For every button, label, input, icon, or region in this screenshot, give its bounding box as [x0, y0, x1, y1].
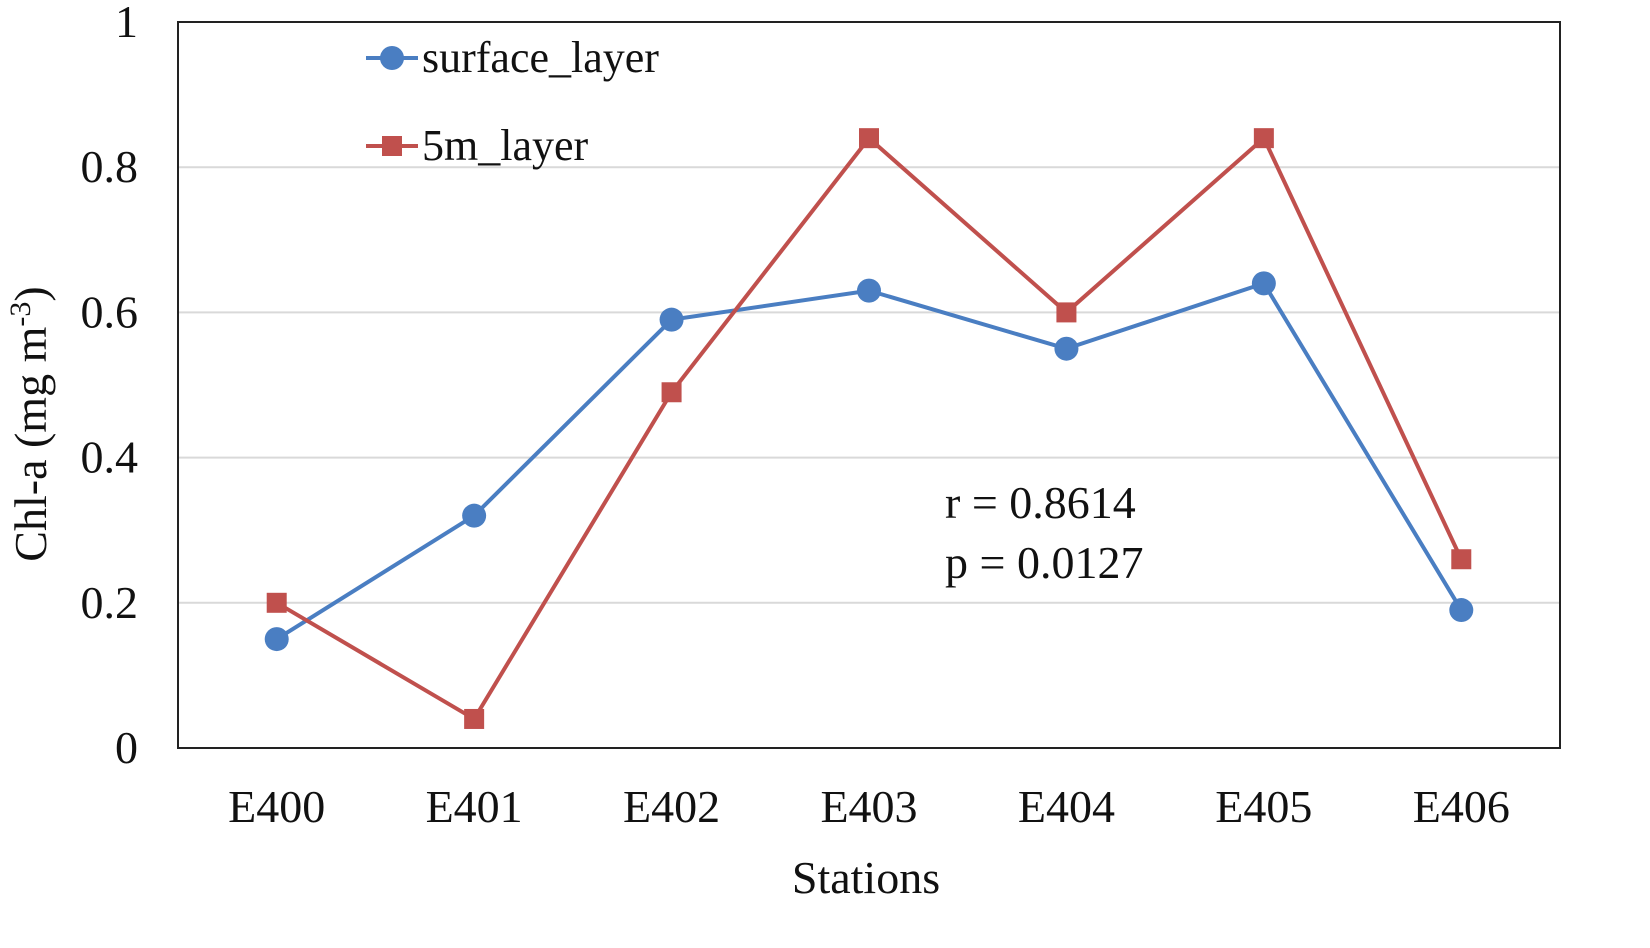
x-tick-label: E406 [1413, 781, 1510, 832]
legend-marker-5m-layer [382, 136, 402, 156]
data-point [661, 382, 682, 403]
y-tick-label: 0.2 [81, 577, 139, 628]
data-point [1054, 336, 1079, 361]
data-point [1451, 549, 1472, 570]
y-axis-title-end: ) [5, 286, 56, 301]
y-tick-label: 0.6 [81, 286, 139, 337]
x-axis-title: Stations [792, 852, 940, 903]
annotation-p-value: p = 0.0127 [945, 537, 1143, 588]
legend-item-5m-layer: 5m_layer [366, 121, 589, 170]
data-point [1056, 302, 1077, 323]
data-point [464, 708, 485, 729]
data-point [1449, 598, 1474, 623]
series-line [275, 280, 1463, 641]
data-point [1253, 128, 1274, 149]
x-tick-label: E401 [426, 781, 523, 832]
series-surface-layer [264, 271, 1474, 652]
series-line [275, 134, 1464, 722]
x-tick-label: E403 [820, 781, 917, 832]
x-tick-label: E405 [1215, 781, 1312, 832]
y-axis-title-main: Chl-a (mg m [5, 326, 56, 561]
x-tick-label: E404 [1018, 781, 1115, 832]
y-tick-label: 0.8 [81, 141, 139, 192]
data-point [859, 128, 879, 149]
plot-frame [177, 21, 1561, 749]
series-5m-layer [266, 128, 1472, 729]
data-point [264, 627, 289, 652]
x-axis-ticks: E400 E401 E402 E403 E404 E405 E406 [228, 781, 1510, 832]
legend-label-surface-layer: surface_layer [422, 33, 659, 82]
y-tick-label: 0 [115, 722, 138, 773]
series-layer [264, 128, 1474, 729]
y-axis-title: Chl-a (mg m-3) [4, 286, 57, 561]
legend-item-surface-layer: surface_layer [366, 33, 659, 82]
legend-label-5m-layer: 5m_layer [422, 121, 589, 170]
data-point [659, 307, 684, 332]
y-axis-ticks: 0 0.2 0.4 0.6 0.8 1 [81, 0, 139, 773]
y-axis-title-superscript: -3 [4, 302, 37, 327]
y-tick-label: 1 [115, 0, 138, 47]
data-point [1251, 271, 1276, 296]
data-point [266, 592, 287, 613]
data-point [462, 503, 487, 528]
annotation-r-value: r = 0.8614 [945, 477, 1136, 528]
y-tick-label: 0.4 [81, 432, 139, 483]
legend-marker-surface-layer [380, 46, 404, 70]
x-tick-label: E402 [623, 781, 720, 832]
legend: surface_layer 5m_layer [366, 33, 659, 170]
gridlines [178, 166, 1560, 604]
data-point [857, 278, 881, 303]
x-tick-label: E400 [228, 781, 325, 832]
